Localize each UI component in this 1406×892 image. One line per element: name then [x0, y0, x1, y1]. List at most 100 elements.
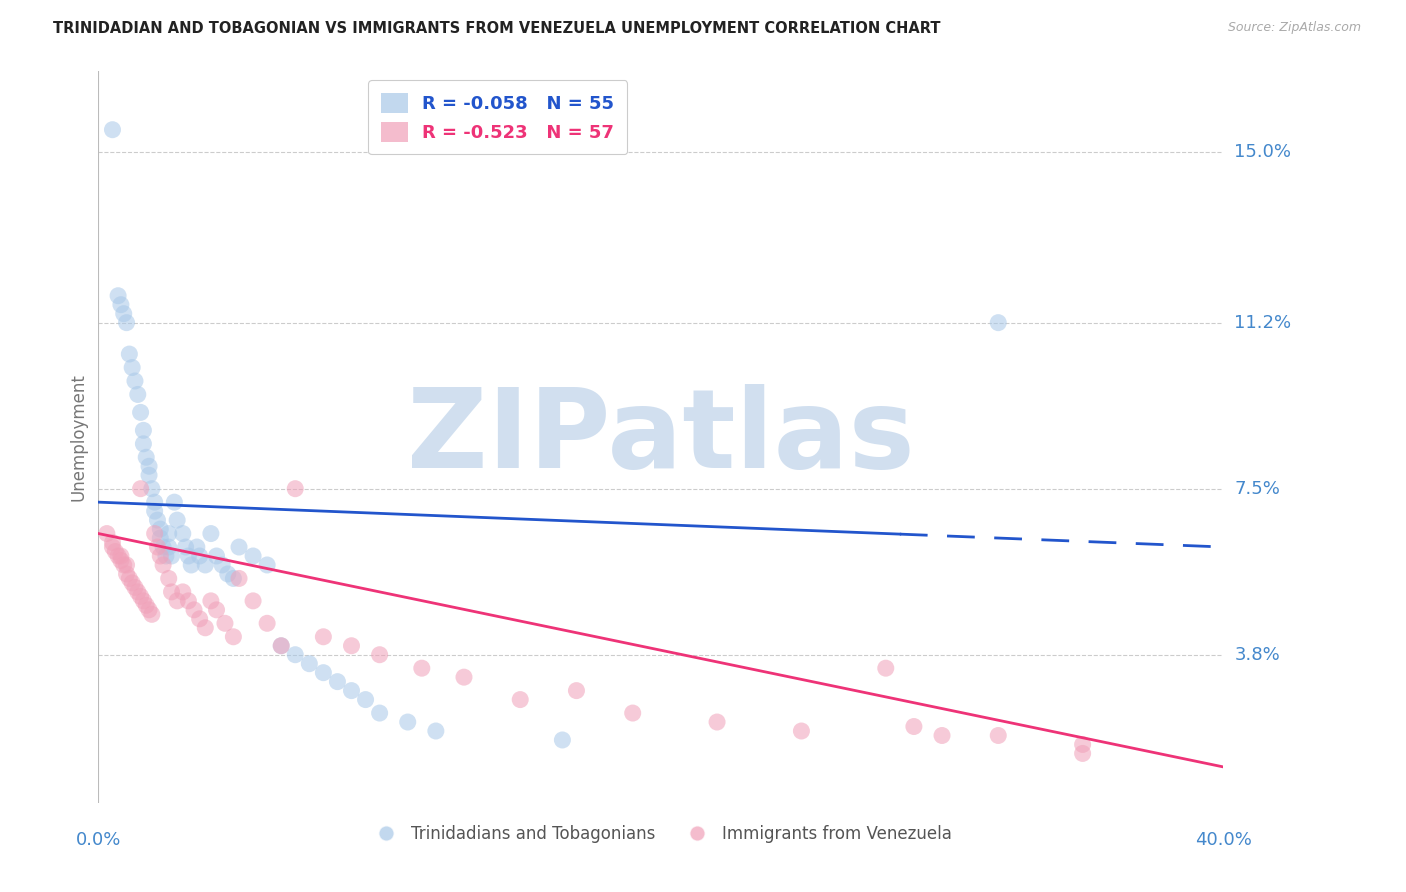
Point	[987, 729, 1010, 743]
Point	[1071, 738, 1094, 752]
Point	[107, 549, 129, 563]
Point	[284, 482, 307, 496]
Point	[194, 558, 217, 572]
Point	[138, 603, 160, 617]
Point	[222, 571, 245, 585]
Point	[180, 558, 202, 572]
Point	[101, 122, 124, 136]
Point	[121, 575, 143, 590]
Point	[166, 513, 188, 527]
Point	[110, 549, 132, 563]
Point	[115, 566, 138, 581]
Point	[172, 585, 194, 599]
Point	[194, 621, 217, 635]
Point	[141, 482, 163, 496]
Legend: Trinidadians and Tobagonians, Immigrants from Venezuela: Trinidadians and Tobagonians, Immigrants…	[363, 818, 959, 849]
Point	[172, 526, 194, 541]
Point	[143, 495, 166, 509]
Point	[163, 495, 186, 509]
Point	[565, 683, 588, 698]
Point	[987, 316, 1010, 330]
Point	[157, 571, 180, 585]
Text: 7.5%: 7.5%	[1234, 480, 1281, 498]
Point	[621, 706, 644, 720]
Point	[155, 549, 177, 563]
Text: 3.8%: 3.8%	[1234, 646, 1279, 664]
Point	[124, 374, 146, 388]
Point	[110, 298, 132, 312]
Point	[138, 459, 160, 474]
Text: 40.0%: 40.0%	[1195, 830, 1251, 848]
Point	[256, 616, 278, 631]
Point	[425, 724, 447, 739]
Point	[132, 423, 155, 437]
Text: TRINIDADIAN AND TOBAGONIAN VS IMMIGRANTS FROM VENEZUELA UNEMPLOYMENT CORRELATION: TRINIDADIAN AND TOBAGONIAN VS IMMIGRANTS…	[53, 21, 941, 37]
Point	[228, 540, 250, 554]
Point	[228, 571, 250, 585]
Point	[135, 450, 157, 465]
Point	[312, 630, 335, 644]
Point	[143, 526, 166, 541]
Point	[368, 706, 391, 720]
Point	[270, 639, 292, 653]
Point	[200, 594, 222, 608]
Point	[205, 549, 228, 563]
Point	[129, 590, 152, 604]
Point	[112, 558, 135, 572]
Point	[931, 729, 953, 743]
Point	[127, 585, 149, 599]
Point	[326, 674, 349, 689]
Point	[242, 594, 264, 608]
Point	[160, 549, 183, 563]
Point	[354, 692, 377, 706]
Point	[101, 535, 124, 549]
Point	[284, 648, 307, 662]
Point	[110, 553, 132, 567]
Point	[104, 544, 127, 558]
Point	[903, 719, 925, 733]
Point	[149, 549, 172, 563]
Point	[217, 566, 239, 581]
Point	[509, 692, 531, 706]
Y-axis label: Unemployment: Unemployment	[69, 373, 87, 501]
Point	[157, 526, 180, 541]
Point	[149, 522, 172, 536]
Point	[135, 599, 157, 613]
Point	[205, 603, 228, 617]
Point	[298, 657, 321, 671]
Point	[551, 733, 574, 747]
Point	[146, 540, 169, 554]
Point	[875, 661, 897, 675]
Point	[157, 540, 180, 554]
Text: 15.0%: 15.0%	[1234, 143, 1291, 161]
Point	[188, 612, 211, 626]
Text: 0.0%: 0.0%	[76, 830, 121, 848]
Point	[411, 661, 433, 675]
Point	[200, 526, 222, 541]
Point	[368, 648, 391, 662]
Point	[107, 289, 129, 303]
Point	[152, 558, 174, 572]
Point	[129, 405, 152, 419]
Point	[138, 468, 160, 483]
Point	[222, 630, 245, 644]
Point	[146, 513, 169, 527]
Point	[143, 504, 166, 518]
Point	[177, 549, 200, 563]
Point	[183, 603, 205, 617]
Point	[141, 607, 163, 622]
Point	[118, 347, 141, 361]
Point	[186, 540, 208, 554]
Point	[118, 571, 141, 585]
Point	[270, 639, 292, 653]
Point	[129, 482, 152, 496]
Point	[174, 540, 197, 554]
Point	[214, 616, 236, 631]
Point	[121, 360, 143, 375]
Point	[152, 540, 174, 554]
Point	[115, 558, 138, 572]
Point	[453, 670, 475, 684]
Point	[127, 387, 149, 401]
Point	[340, 639, 363, 653]
Point	[177, 594, 200, 608]
